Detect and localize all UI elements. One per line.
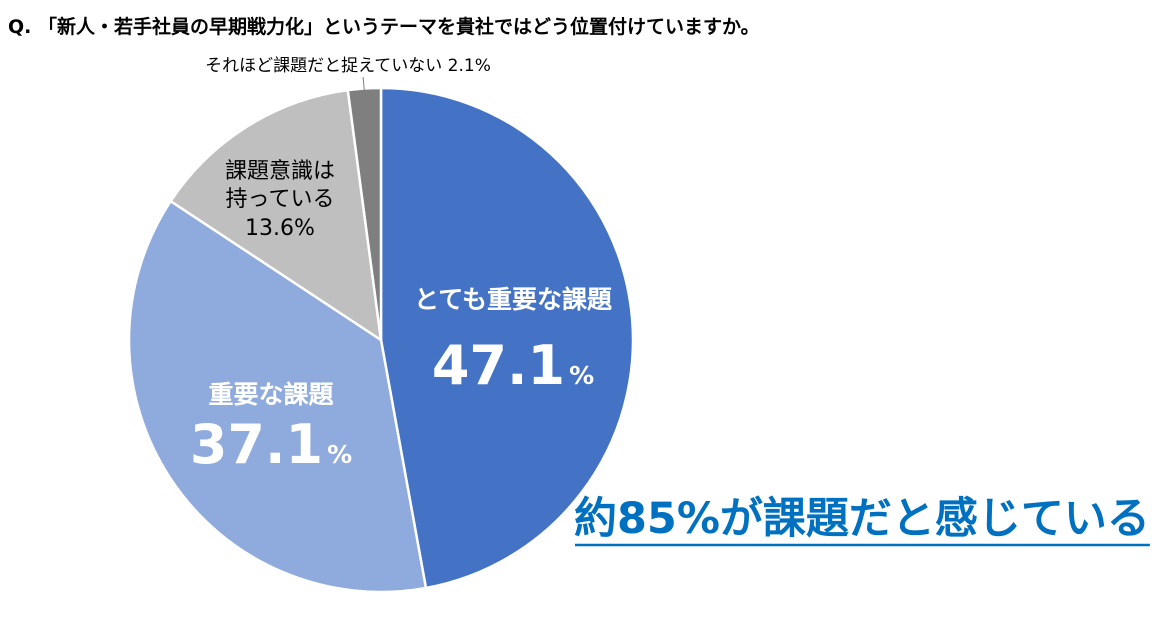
pie-slice-1 bbox=[379, 86, 635, 590]
pie-slices bbox=[127, 86, 635, 594]
slice-name-3-line-2: 持っている bbox=[226, 187, 335, 212]
slice-leader-line-4 bbox=[362, 76, 365, 91]
pie-slice-3 bbox=[169, 88, 383, 342]
slice-name-2: 重要な課題 bbox=[208, 380, 334, 409]
slice-percent-2: 37.1% bbox=[190, 413, 352, 476]
slice-name-3-line-1: 課題意識は bbox=[225, 159, 335, 184]
question-title: Q. 「新人・若手社員の早期戦力化」というテーマを貴社ではどう位置付けていますか… bbox=[8, 15, 760, 38]
slice-name-1: とても重要な課題 bbox=[414, 285, 613, 314]
slice-name-4: それほど課題だと捉えていない bbox=[205, 56, 448, 76]
slice-percent-3: 13.6% bbox=[245, 216, 315, 241]
slice-percent-4: 2.1% bbox=[448, 56, 491, 76]
pie-slice-2 bbox=[127, 199, 428, 594]
slice-label-4: それほど課題だと捉えていない 2.1% bbox=[205, 56, 491, 76]
conclusion-callout: 約85%が課題だと感じている bbox=[574, 494, 1150, 544]
slice-percent-1: 47.1% bbox=[432, 334, 594, 397]
